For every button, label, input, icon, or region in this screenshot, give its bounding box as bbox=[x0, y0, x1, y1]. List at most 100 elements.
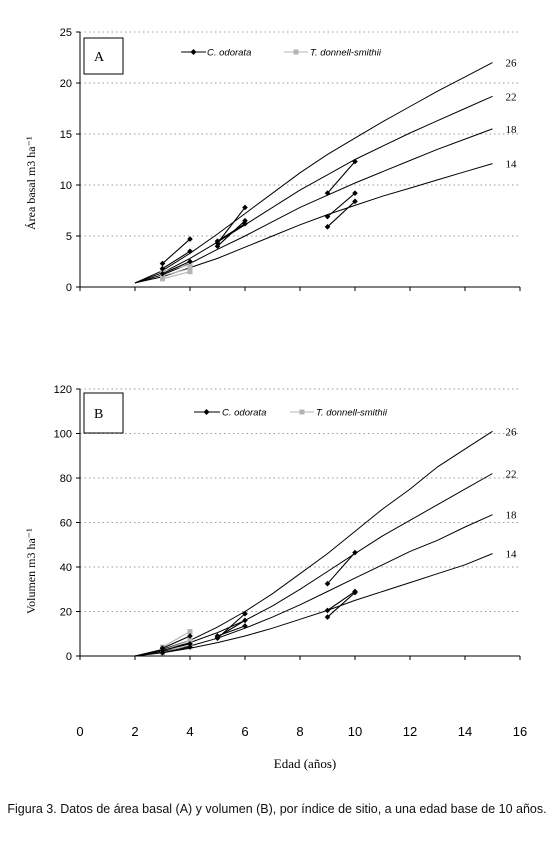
point-c-odorata bbox=[214, 243, 221, 249]
segment-c-odorata bbox=[217, 625, 246, 637]
point-c-odorata bbox=[324, 580, 331, 587]
segment-c-odorata bbox=[162, 250, 191, 270]
legend-marker-c-odorata bbox=[203, 409, 210, 415]
point-t-donnell bbox=[187, 262, 193, 268]
point-c-odorata bbox=[187, 236, 193, 242]
y-tick-label: 20 bbox=[60, 78, 72, 90]
point-c-odorata bbox=[159, 270, 166, 277]
panel-b-site-curves bbox=[134, 430, 493, 657]
panel-b-y-axis-title: Volumen m3 ha⁻¹ bbox=[24, 528, 38, 614]
y-tick-label: 5 bbox=[66, 231, 72, 243]
site-index-label-18: 18 bbox=[506, 510, 518, 522]
panel-b-data bbox=[159, 549, 358, 656]
segment-c-odorata bbox=[162, 646, 191, 654]
point-c-odorata bbox=[187, 644, 193, 650]
legend-marker-c-odorata bbox=[190, 49, 197, 55]
y-tick-label: 120 bbox=[54, 384, 72, 396]
legend-label-t-donnell: T. donnell-smithii bbox=[316, 408, 388, 419]
legend-label-t-donnell: T. donnell-smithii bbox=[310, 48, 382, 59]
segment-c-odorata bbox=[162, 260, 191, 275]
point-c-odorata bbox=[214, 238, 221, 244]
site-index-curve-14 bbox=[134, 163, 493, 284]
y-tick-label: 0 bbox=[66, 651, 72, 663]
x-tick-label: 2 bbox=[131, 724, 138, 739]
panel-b-y-tick-labels: 0 20 40 60 80 100 120 bbox=[54, 384, 72, 663]
legend-marker-t-donnell bbox=[293, 49, 299, 55]
point-c-odorata bbox=[159, 265, 166, 272]
point-c-odorata bbox=[159, 649, 166, 656]
site-index-curve-18 bbox=[134, 128, 493, 284]
segment-t-donnell bbox=[162, 631, 191, 648]
segment-c-odorata bbox=[327, 552, 356, 585]
site-index-label-26: 26 bbox=[506, 58, 518, 70]
site-index-label-14: 14 bbox=[506, 549, 518, 561]
segment-c-odorata bbox=[327, 592, 356, 618]
point-c-odorata bbox=[242, 217, 248, 224]
panel-a-data bbox=[159, 158, 358, 282]
legend-marker-t-donnell bbox=[299, 409, 305, 415]
segment-c-odorata bbox=[327, 591, 356, 611]
site-index-label-22: 22 bbox=[506, 91, 517, 103]
y-tick-label: 100 bbox=[54, 429, 72, 441]
site-index-curve-22 bbox=[134, 473, 493, 657]
point-t-donnell bbox=[187, 629, 193, 635]
site-index-curve-14 bbox=[134, 553, 493, 657]
x-tick-label: 10 bbox=[348, 724, 362, 739]
x-axis-title: Edad (años) bbox=[274, 756, 336, 771]
point-c-odorata bbox=[352, 589, 358, 596]
x-tick-label: 12 bbox=[403, 724, 417, 739]
panel-a-axes bbox=[76, 31, 521, 291]
point-t-donnell bbox=[160, 276, 165, 282]
y-tick-label: 20 bbox=[60, 607, 72, 619]
site-index-curve-26 bbox=[134, 430, 493, 657]
site-index-curve-26 bbox=[134, 62, 493, 284]
x-tick-label: 4 bbox=[186, 724, 193, 739]
x-tick-label: 8 bbox=[296, 724, 303, 739]
segment-c-odorata bbox=[162, 635, 191, 649]
panel-a-y-tick-labels: 0 5 10 15 20 25 bbox=[60, 27, 72, 294]
point-c-odorata bbox=[187, 640, 193, 647]
y-tick-label: 0 bbox=[66, 282, 72, 294]
y-tick-label: 80 bbox=[60, 473, 72, 485]
point-c-odorata bbox=[242, 617, 248, 624]
panel-b-gridlines bbox=[80, 388, 520, 612]
y-tick-label: 15 bbox=[60, 129, 72, 141]
point-c-odorata bbox=[242, 220, 248, 227]
panel-a-y-axis-title: Área basal m3 ha⁻¹ bbox=[24, 136, 38, 230]
panel-a-chart: 0 5 10 15 20 25 26 22 18 14 A C. odorata T. donn… bbox=[24, 27, 521, 294]
segment-c-odorata bbox=[217, 220, 246, 247]
point-c-odorata bbox=[324, 224, 331, 230]
site-index-curve-22 bbox=[134, 95, 493, 284]
x-tick-label: 0 bbox=[76, 724, 83, 739]
panel-b-label-box: B bbox=[83, 392, 124, 434]
figure-caption: Figura 3. Datos de área basal (A) y volu… bbox=[7, 802, 547, 816]
segment-c-odorata bbox=[217, 223, 246, 242]
panel-b-axes bbox=[76, 388, 521, 660]
point-c-odorata bbox=[352, 198, 358, 205]
point-c-odorata bbox=[187, 248, 193, 255]
segment-c-odorata bbox=[217, 207, 246, 244]
legend-label-c-odorata: C. odorata bbox=[207, 48, 251, 59]
segment-c-odorata bbox=[327, 161, 356, 194]
x-axis-tick-labels: 0 2 4 6 8 10 12 14 16 bbox=[76, 724, 527, 739]
point-c-odorata bbox=[242, 610, 248, 617]
point-c-odorata bbox=[352, 158, 358, 165]
segment-c-odorata bbox=[327, 200, 356, 228]
panel-b-curve-labels: 26 22 18 14 bbox=[506, 426, 518, 560]
panel-a-curve-labels: 26 22 18 14 bbox=[506, 58, 518, 171]
site-index-label-14: 14 bbox=[506, 159, 518, 171]
point-c-odorata bbox=[187, 258, 193, 265]
segment-t-donnell bbox=[162, 268, 191, 277]
point-t-donnell bbox=[187, 266, 193, 272]
point-c-odorata bbox=[324, 614, 331, 620]
site-index-label-18: 18 bbox=[506, 124, 518, 136]
site-index-label-22: 22 bbox=[506, 469, 517, 481]
site-index-label-26: 26 bbox=[506, 426, 518, 438]
point-c-odorata bbox=[214, 633, 221, 639]
y-tick-label: 25 bbox=[60, 27, 72, 39]
panel-a-site-curves bbox=[134, 62, 493, 284]
x-tick-label: 6 bbox=[241, 724, 248, 739]
panel-a-letter: A bbox=[94, 50, 105, 65]
segment-c-odorata bbox=[327, 192, 356, 218]
